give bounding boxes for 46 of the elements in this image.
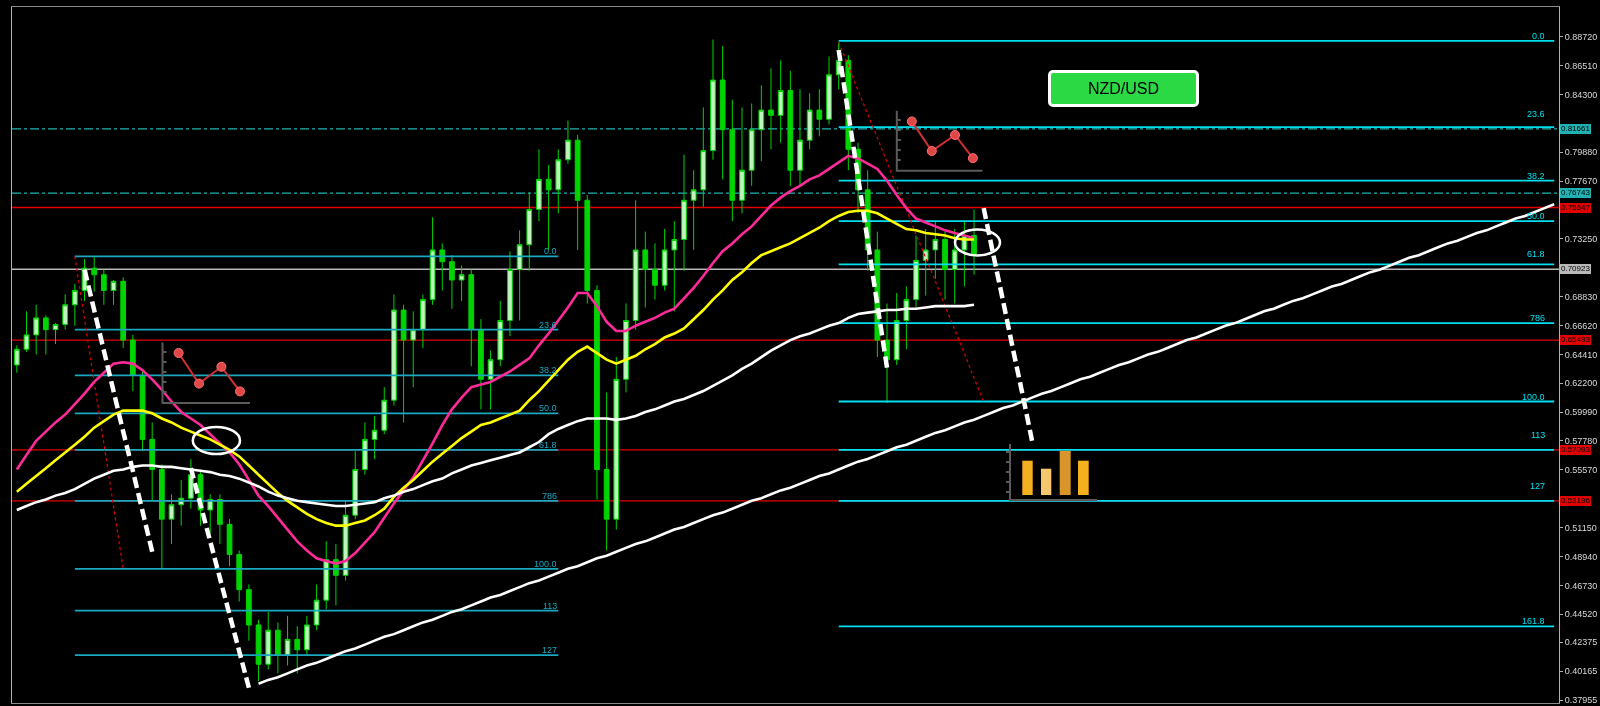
series-label: 100.0 — [534, 559, 557, 569]
series-label: 100.0 — [1522, 392, 1545, 402]
series-label: 61.8 — [1527, 249, 1545, 259]
series-label: 786 — [542, 491, 558, 501]
ref-line-label: 0.81661 — [1560, 123, 1591, 134]
series-label: 113 — [543, 601, 558, 611]
ref-line-label: 0.57093 — [1560, 444, 1591, 455]
y-tick-label: 0.44520 — [1564, 609, 1598, 620]
y-tick-label: 0.88720 — [1564, 31, 1598, 42]
y-tick-label: 0.42375 — [1564, 637, 1598, 648]
ref-line-label: 0.53196 — [1560, 495, 1591, 506]
y-tick-label: 0.86510 — [1564, 60, 1598, 71]
y-tick-label: 0.68830 — [1564, 291, 1598, 302]
y-tick-label: 0.40165 — [1564, 666, 1598, 677]
series-label: 161.8 — [1522, 616, 1545, 626]
series-label: 127 — [1530, 481, 1546, 491]
series-label: 113 — [1531, 430, 1546, 440]
text: NZD/USD — [1087, 79, 1160, 98]
y-tick-label: 0.55570 — [1564, 465, 1598, 476]
series-label: 0.0 — [1532, 31, 1545, 41]
y-tick-label: 0.84300 — [1564, 89, 1598, 100]
ref-line-label: 0.70923 — [1560, 264, 1591, 275]
y-tick-label: 0.62200 — [1564, 378, 1598, 389]
series-label: 61.8 — [539, 440, 557, 450]
ref-line-label: 0.75647 — [1560, 202, 1591, 213]
series-label: 50.0 — [539, 403, 557, 413]
series-label: 127 — [542, 645, 558, 655]
series-label: 23.6 — [1527, 109, 1545, 119]
y-tick-label: 0.51150 — [1564, 522, 1597, 533]
y-tick-label: 0.73250 — [1564, 233, 1598, 244]
series-label: 38.2 — [539, 365, 557, 375]
y-tick-label: 0.79880 — [1564, 147, 1598, 158]
y-tick-label: 0.46730 — [1564, 580, 1598, 591]
y-tick-label: 0.37955 — [1564, 695, 1598, 706]
series-label: 38.2 — [1527, 171, 1545, 181]
ref-line-label: 0.65493 — [1560, 335, 1591, 346]
ref-line-label: 0.76743 — [1560, 188, 1591, 199]
y-tick-label: 0.64410 — [1564, 349, 1598, 360]
series-label: 786 — [1530, 313, 1546, 323]
y-tick-label: 0.57780 — [1564, 436, 1598, 447]
series-label: 0.0 — [544, 246, 557, 256]
y-tick-label: 0.59990 — [1564, 407, 1598, 418]
series-label: 50.0 — [1527, 211, 1545, 221]
y-tick-label: 0.48940 — [1564, 551, 1598, 562]
y-tick-label: 0.66620 — [1564, 320, 1598, 331]
y-tick-label: 0.77670 — [1564, 176, 1598, 187]
